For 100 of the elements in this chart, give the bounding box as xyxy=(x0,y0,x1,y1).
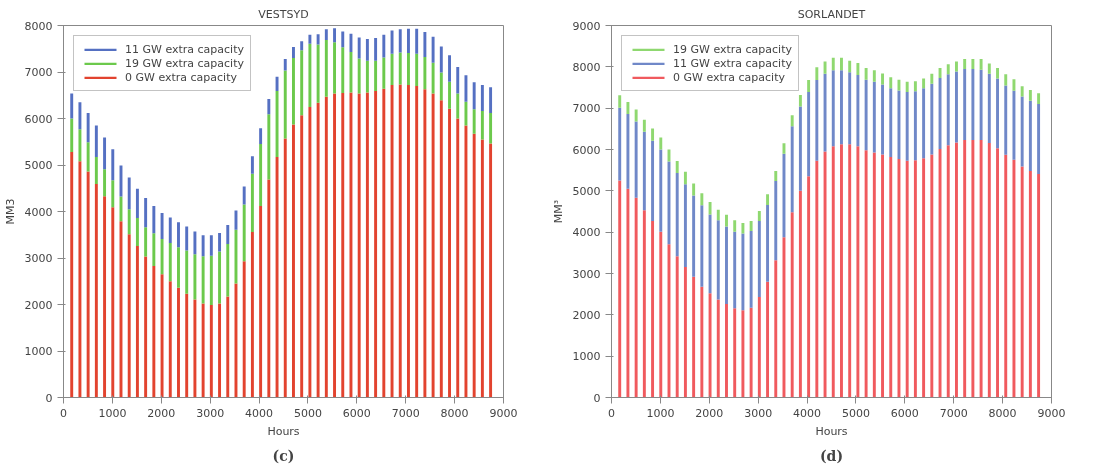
y-tick-label: 7000 xyxy=(572,102,601,116)
x-tick-label: 3000 xyxy=(744,406,773,420)
x-tick-label: 2000 xyxy=(147,406,176,420)
bar xyxy=(218,251,222,304)
bar xyxy=(448,81,451,109)
bar xyxy=(78,102,82,130)
bar xyxy=(308,106,312,398)
bar xyxy=(889,88,893,157)
bar xyxy=(365,60,369,93)
bar xyxy=(840,70,843,145)
y-tick-label: 1000 xyxy=(572,350,601,364)
bar xyxy=(94,184,98,398)
bar xyxy=(341,92,345,398)
bar xyxy=(374,60,378,92)
x-tick-label: 6000 xyxy=(342,406,371,420)
bar xyxy=(209,235,213,256)
bar xyxy=(448,108,451,398)
bar xyxy=(807,176,811,398)
bar xyxy=(930,73,934,84)
bar xyxy=(938,68,942,78)
bar xyxy=(831,57,835,71)
bar xyxy=(938,149,942,398)
bar xyxy=(275,157,279,398)
bar xyxy=(226,224,230,245)
bar xyxy=(226,296,230,398)
bar xyxy=(70,151,74,398)
bar xyxy=(406,28,410,53)
bar xyxy=(398,52,402,85)
bar xyxy=(1037,173,1041,398)
bar xyxy=(913,81,917,92)
bar xyxy=(160,274,164,398)
bar xyxy=(840,57,843,71)
bar xyxy=(634,109,638,122)
bar xyxy=(390,53,394,86)
bar xyxy=(749,230,753,308)
bar xyxy=(766,281,770,398)
x-tick-label: 8000 xyxy=(440,406,469,420)
bar xyxy=(209,255,213,305)
bar xyxy=(815,160,819,398)
x-tick-label: 8000 xyxy=(988,406,1017,420)
bar xyxy=(431,62,435,94)
bar xyxy=(618,95,622,108)
bar xyxy=(1004,85,1008,155)
bar xyxy=(439,72,443,101)
bar xyxy=(700,193,704,206)
bar xyxy=(390,85,394,398)
bar xyxy=(324,29,328,40)
bar xyxy=(815,67,819,81)
bar xyxy=(70,93,74,119)
bar xyxy=(848,144,852,398)
bar xyxy=(398,84,402,398)
bar xyxy=(864,68,868,80)
bar xyxy=(250,156,254,174)
bar xyxy=(848,72,852,145)
bar xyxy=(651,140,655,222)
bar xyxy=(618,180,622,398)
bar xyxy=(872,152,876,398)
bar xyxy=(292,124,295,398)
bar xyxy=(831,70,835,147)
bar xyxy=(489,87,493,113)
bar xyxy=(316,44,320,103)
legend-label: 19 GW extra capacity xyxy=(125,56,244,70)
bar xyxy=(996,68,999,79)
legend-label: 11 GW extra capacity xyxy=(673,56,792,70)
bar xyxy=(626,188,630,398)
y-tick-label: 0 xyxy=(45,391,53,405)
bar xyxy=(1012,79,1016,91)
bar xyxy=(683,266,687,398)
bar xyxy=(757,211,761,222)
bar xyxy=(905,160,909,398)
bar xyxy=(872,81,876,153)
bar xyxy=(716,299,720,398)
bar xyxy=(177,222,180,248)
bar xyxy=(766,194,770,205)
legend-label: 11 GW extra capacity xyxy=(125,42,244,56)
x-tick-label: 9000 xyxy=(489,406,518,420)
x-tick-label: 4000 xyxy=(245,406,274,420)
bar xyxy=(86,142,90,172)
bar xyxy=(1037,93,1041,105)
bar xyxy=(979,139,983,398)
bar xyxy=(316,102,320,398)
y-tick-label: 2000 xyxy=(24,298,53,312)
bar xyxy=(1004,74,1008,86)
bar xyxy=(881,84,885,155)
bar xyxy=(675,161,679,174)
bar xyxy=(987,73,991,143)
bar xyxy=(864,150,868,398)
bar xyxy=(283,138,287,398)
bar xyxy=(963,68,967,140)
bar xyxy=(357,93,361,398)
bar xyxy=(659,231,663,398)
bar xyxy=(642,119,646,132)
x-tick-label: 1000 xyxy=(98,406,127,420)
bar xyxy=(881,154,885,398)
y-axis-title: MM³ xyxy=(551,199,565,224)
bar xyxy=(365,92,369,398)
bar xyxy=(472,133,476,398)
bar xyxy=(774,180,778,261)
bar xyxy=(308,43,312,107)
bar xyxy=(618,107,622,181)
